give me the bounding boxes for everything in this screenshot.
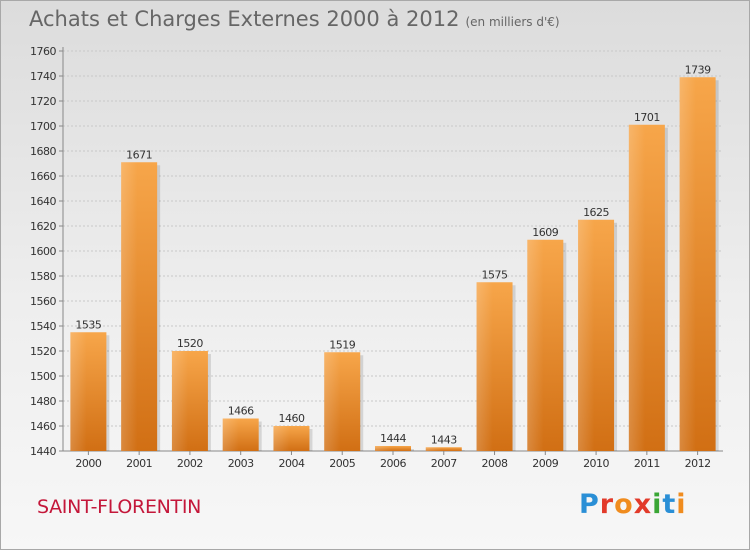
x-tick-label: 2010	[583, 457, 609, 470]
data-labels: 1535 1671 1520 1466 1460 1519 1444 1443 1575 1609…	[75, 63, 711, 446]
bar-highlight	[476, 282, 493, 451]
y-tick-label: 1760	[30, 45, 56, 58]
data-label: 1444	[380, 432, 406, 445]
data-label: 1701	[634, 111, 660, 124]
data-label: 1443	[431, 433, 457, 446]
y-tick-label: 1720	[30, 95, 56, 108]
y-tick-label: 1620	[30, 220, 56, 233]
data-label: 1625	[583, 206, 609, 219]
proxiti-logo: Proxiti	[579, 489, 687, 520]
bars	[70, 77, 719, 451]
bar-highlight	[425, 447, 442, 451]
location-name: SAINT-FLORENTIN	[37, 496, 202, 518]
chart-subtitle: (en milliers d'€)	[465, 15, 560, 29]
bar-highlight	[171, 351, 189, 451]
data-label: 1466	[228, 405, 254, 418]
chart-title-text: Achats et Charges Externes 2000 à 2012	[29, 7, 460, 31]
x-tick-label: 2009	[532, 457, 558, 470]
bar-highlight	[578, 219, 595, 451]
x-tick-label: 2003	[228, 457, 254, 470]
y-tick-label: 1580	[30, 270, 56, 283]
logo-letter: i	[676, 489, 687, 520]
y-tick-label: 1520	[30, 345, 56, 358]
bar-highlight	[222, 418, 239, 451]
data-label: 1575	[482, 268, 508, 281]
bar-highlight	[527, 239, 544, 451]
x-tick-label: 2004	[278, 457, 304, 470]
data-label: 1520	[177, 337, 203, 350]
logo-letter: o	[614, 489, 634, 520]
y-tick-label: 1560	[30, 295, 56, 308]
y-tick-label: 1600	[30, 245, 56, 258]
y-tick-label: 1480	[30, 395, 56, 408]
y-tick-label: 1700	[30, 120, 56, 133]
data-label: 1519	[329, 338, 355, 351]
bar-2006	[375, 446, 411, 451]
data-label: 1535	[75, 318, 101, 331]
y-tick-label: 1540	[30, 320, 56, 333]
logo-letter: i	[652, 489, 663, 520]
bar-2007	[425, 447, 462, 451]
logo-letter: r	[599, 489, 615, 520]
y-tick-label: 1500	[30, 370, 56, 383]
x-tick-label: 2011	[634, 457, 660, 470]
y-tick-label: 1640	[30, 195, 56, 208]
y-tick-label: 1440	[30, 445, 56, 458]
bar-highlight	[273, 426, 290, 451]
y-tick-label: 1680	[30, 145, 56, 158]
bar-highlight	[679, 77, 696, 451]
y-tick-label: 1740	[30, 70, 56, 83]
grid-lines	[63, 50, 723, 452]
y-tick-label: 1660	[30, 170, 56, 183]
axes: 1440 1460 1480 1500 1520 1540 1560 1580 1600 1620…	[30, 45, 723, 470]
x-tick-label: 2000	[75, 457, 101, 470]
data-label: 1460	[278, 412, 304, 425]
data-label: 1739	[685, 63, 711, 76]
bar-highlight	[375, 446, 392, 451]
chart-title: Achats et Charges Externes 2000 à 2012 (e…	[29, 7, 560, 31]
x-tick-label: 2012	[685, 457, 711, 470]
x-tick-label: 2008	[482, 457, 508, 470]
x-tick-label: 2006	[380, 457, 406, 470]
bar-highlight	[121, 162, 138, 451]
logo-letter: P	[579, 489, 600, 520]
data-label: 1671	[126, 148, 152, 161]
data-label: 1609	[532, 226, 558, 239]
x-tick-label: 2005	[329, 457, 355, 470]
bar-highlight	[70, 332, 87, 451]
logo-letter: t	[662, 489, 677, 520]
bar-highlight	[324, 352, 341, 451]
y-tick-label: 1460	[30, 420, 56, 433]
logo-letter: x	[633, 489, 653, 520]
x-tick-label: 2007	[431, 457, 457, 470]
x-tick-label: 2001	[126, 457, 152, 470]
bar-highlight	[628, 124, 646, 451]
x-tick-label: 2002	[177, 457, 203, 470]
